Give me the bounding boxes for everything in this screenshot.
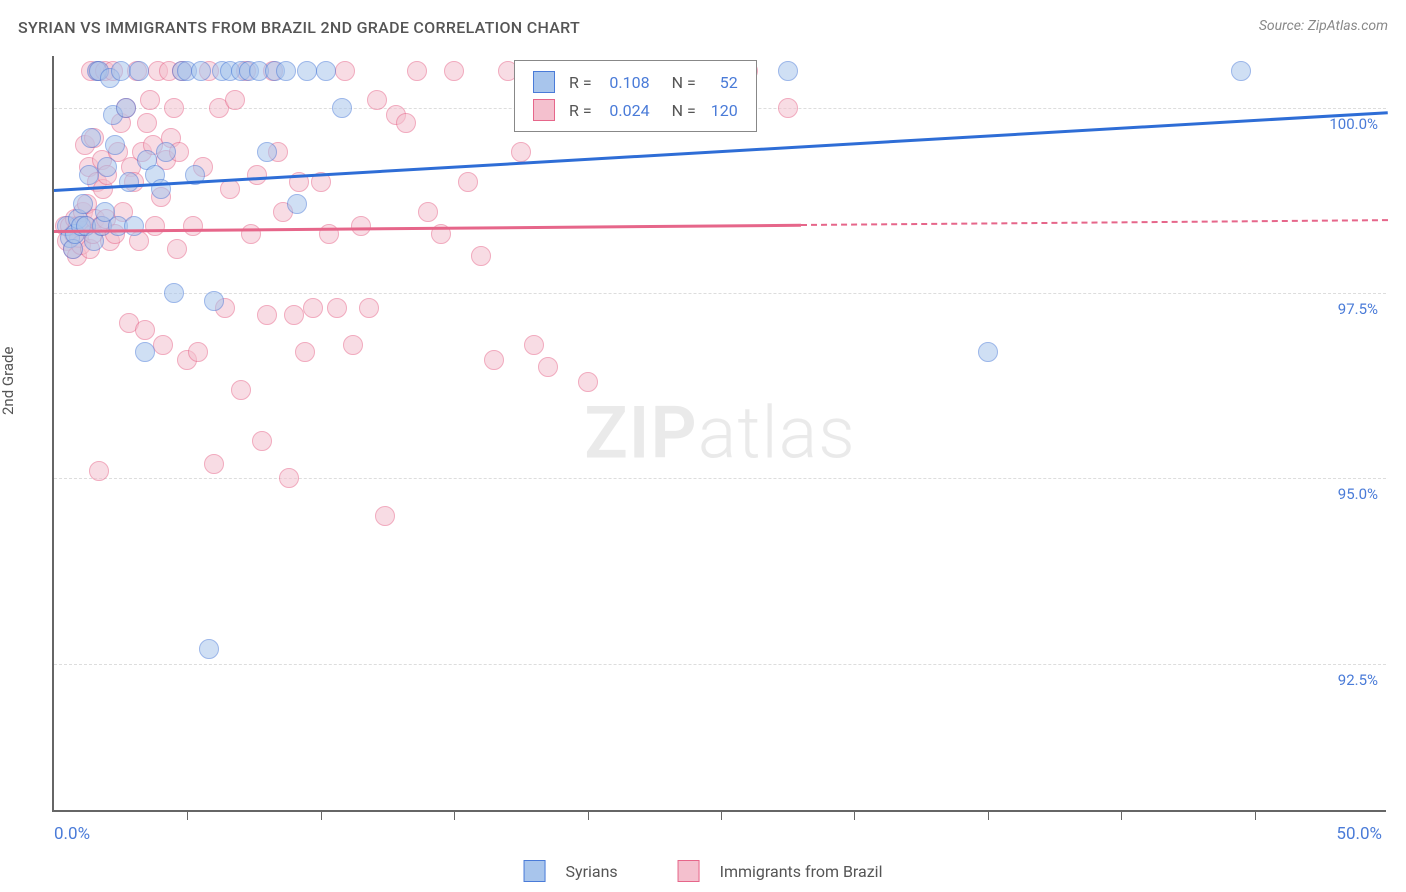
scatter-point bbox=[359, 298, 379, 318]
scatter-point bbox=[247, 165, 267, 185]
x-tick-mark bbox=[854, 810, 855, 820]
y-tick-label: 95.0% bbox=[1338, 485, 1378, 503]
scatter-point bbox=[167, 239, 187, 259]
y-tick-label: 100.0% bbox=[1329, 115, 1378, 133]
scatter-point bbox=[257, 142, 277, 162]
scatter-point bbox=[375, 506, 395, 526]
scatter-point bbox=[327, 298, 347, 318]
scatter-point bbox=[73, 194, 93, 214]
trend-line bbox=[54, 224, 801, 233]
scatter-point bbox=[105, 135, 125, 155]
scatter-point bbox=[1231, 61, 1251, 81]
scatter-point bbox=[79, 165, 99, 185]
scatter-point bbox=[484, 350, 504, 370]
scatter-point bbox=[156, 142, 176, 162]
x-tick-mark bbox=[588, 810, 589, 820]
scatter-point bbox=[220, 179, 240, 199]
y-tick-label: 97.5% bbox=[1338, 300, 1378, 318]
watermark: ZIPatlas bbox=[584, 391, 856, 476]
trend-line-dashed bbox=[801, 219, 1388, 226]
legend-bottom: Syrians Immigrants from Brazil bbox=[516, 860, 891, 882]
scatter-point bbox=[332, 98, 352, 118]
scatter-point bbox=[367, 90, 387, 110]
scatter-point bbox=[153, 335, 173, 355]
scatter-point bbox=[343, 335, 363, 355]
scatter-point bbox=[538, 357, 558, 377]
scatter-point bbox=[284, 305, 304, 325]
x-tick-mark bbox=[187, 810, 188, 820]
correlation-legend: R =0.108N =52R =0.024N =120 bbox=[514, 60, 757, 132]
scatter-point bbox=[778, 98, 798, 118]
legend-swatch-syrians bbox=[524, 860, 546, 882]
scatter-point bbox=[199, 639, 219, 659]
scatter-point bbox=[191, 61, 211, 81]
scatter-point bbox=[335, 61, 355, 81]
scatter-point bbox=[978, 342, 998, 362]
scatter-point bbox=[225, 90, 245, 110]
scatter-point bbox=[188, 342, 208, 362]
plot-area: ZIPatlas 92.5%95.0%97.5%100.0%0.0%50.0%R… bbox=[52, 56, 1386, 812]
scatter-point bbox=[164, 283, 184, 303]
scatter-point bbox=[145, 216, 165, 236]
scatter-point bbox=[204, 291, 224, 311]
grid-line bbox=[54, 293, 1386, 294]
legend-swatch-brazil bbox=[678, 860, 700, 882]
x-tick-label: 50.0% bbox=[1336, 824, 1382, 844]
chart-container: SYRIAN VS IMMIGRANTS FROM BRAZIL 2ND GRA… bbox=[0, 0, 1406, 892]
scatter-point bbox=[257, 305, 277, 325]
x-tick-mark bbox=[1255, 810, 1256, 820]
scatter-point bbox=[279, 468, 299, 488]
scatter-point bbox=[778, 61, 798, 81]
grid-line bbox=[54, 478, 1386, 479]
scatter-point bbox=[396, 113, 416, 133]
chart-title: SYRIAN VS IMMIGRANTS FROM BRAZIL 2ND GRA… bbox=[18, 18, 580, 37]
scatter-point bbox=[276, 61, 296, 81]
scatter-point bbox=[252, 431, 272, 451]
scatter-point bbox=[287, 194, 307, 214]
scatter-point bbox=[124, 216, 144, 236]
scatter-point bbox=[458, 172, 478, 192]
scatter-point bbox=[81, 128, 101, 148]
scatter-point bbox=[137, 113, 157, 133]
scatter-point bbox=[241, 224, 261, 244]
scatter-point bbox=[303, 298, 323, 318]
scatter-point bbox=[164, 98, 184, 118]
scatter-point bbox=[204, 454, 224, 474]
scatter-point bbox=[97, 157, 117, 177]
scatter-point bbox=[295, 342, 315, 362]
source-label: Source: ZipAtlas.com bbox=[1259, 18, 1388, 34]
y-axis-label: 2nd Grade bbox=[0, 347, 17, 415]
scatter-point bbox=[231, 380, 251, 400]
scatter-point bbox=[89, 461, 109, 481]
x-tick-mark bbox=[721, 810, 722, 820]
legend-label-syrians: Syrians bbox=[566, 862, 618, 881]
x-tick-label: 0.0% bbox=[54, 824, 90, 844]
scatter-point bbox=[471, 246, 491, 266]
scatter-point bbox=[140, 90, 160, 110]
scatter-point bbox=[524, 335, 544, 355]
legend-label-brazil: Immigrants from Brazil bbox=[720, 862, 883, 881]
y-tick-label: 92.5% bbox=[1338, 671, 1378, 689]
x-tick-mark bbox=[1121, 810, 1122, 820]
scatter-point bbox=[418, 202, 438, 222]
x-tick-mark bbox=[321, 810, 322, 820]
scatter-point bbox=[116, 98, 136, 118]
scatter-point bbox=[511, 142, 531, 162]
scatter-point bbox=[407, 61, 427, 81]
scatter-point bbox=[444, 61, 464, 81]
scatter-point bbox=[129, 61, 149, 81]
scatter-point bbox=[111, 61, 131, 81]
scatter-point bbox=[135, 320, 155, 340]
scatter-point bbox=[119, 172, 139, 192]
grid-line bbox=[54, 664, 1386, 665]
scatter-point bbox=[183, 216, 203, 236]
scatter-point bbox=[578, 372, 598, 392]
x-tick-mark bbox=[454, 810, 455, 820]
scatter-point bbox=[297, 61, 317, 81]
x-tick-mark bbox=[988, 810, 989, 820]
scatter-point bbox=[135, 342, 155, 362]
scatter-point bbox=[316, 61, 336, 81]
